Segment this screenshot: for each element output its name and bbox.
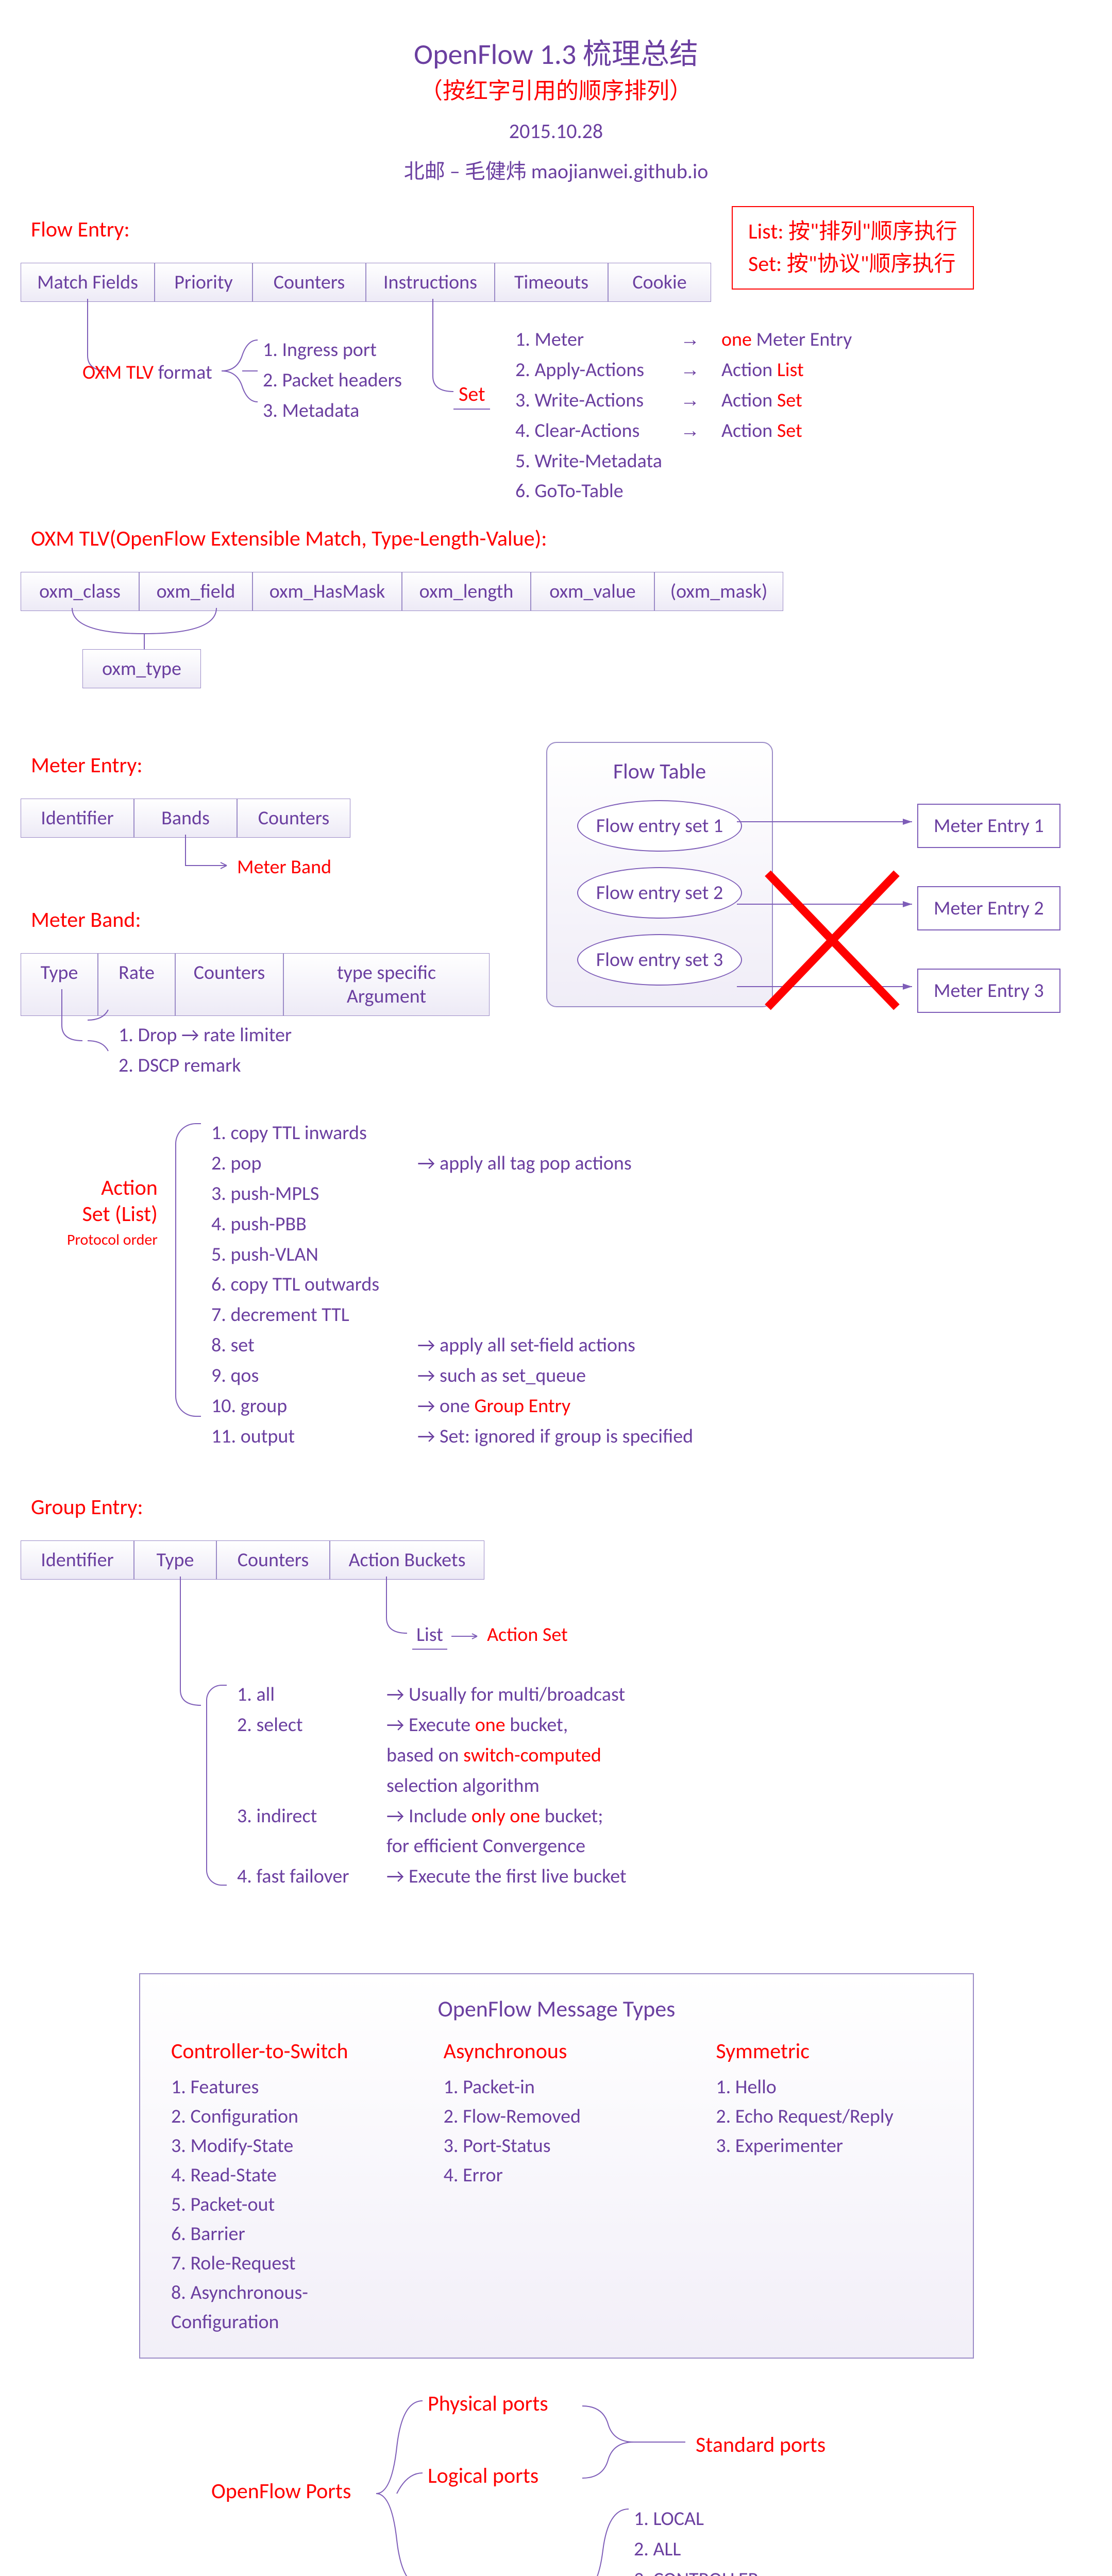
me-bands: Bands bbox=[134, 799, 237, 838]
cell-match-fields: Match Fields bbox=[21, 263, 155, 302]
ports-root: OpenFlow Ports bbox=[211, 2478, 351, 2504]
ingress-1: 2. Packet headers bbox=[263, 365, 402, 396]
action-set-list: 1. copy TTL inwards2. pop→ apply all tag… bbox=[211, 1118, 693, 1452]
cell-priority: Priority bbox=[155, 263, 252, 302]
flow-entry-label: Flow Entry: bbox=[31, 216, 130, 243]
ports-logical: Logical ports bbox=[428, 2463, 538, 2489]
ge-list-label: List Action Set bbox=[412, 1623, 568, 1647]
flow-set-1: Flow entry set 1 bbox=[577, 800, 742, 852]
oxm-tlv-label: OXM TLV(OpenFlow Extensible Match, Type-… bbox=[31, 526, 547, 552]
me-identifier: Identifier bbox=[21, 799, 134, 838]
cell-instructions: Instructions bbox=[366, 263, 495, 302]
ge-type: Type bbox=[134, 1540, 216, 1580]
me-counters: Counters bbox=[237, 799, 350, 838]
ingress-list: 1. Ingress port 2. Packet headers 3. Met… bbox=[263, 335, 402, 426]
msg-cols: Controller-to-Switch1. Features2. Config… bbox=[171, 2038, 942, 2337]
page-subtitle: （按红字引用的顺序排列） bbox=[0, 72, 1112, 105]
legend-list: List: 按"排列"顺序执行 bbox=[748, 215, 957, 248]
mb-types-list: 1. Drop → rate limiter 2. DSCP remark bbox=[119, 1020, 292, 1081]
oxm-hasmask: oxm_HasMask bbox=[252, 572, 402, 611]
meter-entry-2: Meter Entry 2 bbox=[917, 886, 1060, 930]
flow-set-2: Flow entry set 2 bbox=[577, 867, 742, 919]
mb-counters: Counters bbox=[175, 953, 283, 1016]
ge-types-bracket bbox=[206, 1685, 227, 1886]
meter-entry-row: Identifier Bands Counters bbox=[21, 799, 350, 838]
mb-arg: type specific Argument bbox=[283, 953, 490, 1016]
ge-identifier: Identifier bbox=[21, 1540, 134, 1580]
legend-set: Set: 按"协议"顺序执行 bbox=[748, 248, 957, 280]
flow-table-title: Flow Table bbox=[568, 758, 751, 785]
oxm-type: oxm_type bbox=[82, 649, 201, 688]
instructions-list: 1. Meter→one Meter Entry2. Apply-Actions… bbox=[515, 325, 852, 506]
flow-set-3: Flow entry set 3 bbox=[577, 934, 742, 986]
mb-t0: 1. Drop → rate limiter bbox=[119, 1020, 292, 1050]
meter-entry-3: Meter Entry 3 bbox=[917, 969, 1060, 1013]
meter-band-row: Type Rate Counters type specific Argumen… bbox=[21, 953, 490, 1016]
meterband-label: Meter Band bbox=[237, 855, 331, 879]
reserved-ports-list: 1. LOCAL2. ALL3. CONTROLLER4. TABLE5. IN… bbox=[634, 2504, 759, 2576]
oxm-value: oxm_value bbox=[531, 572, 654, 611]
group-entry-label: Group Entry: bbox=[31, 1494, 143, 1520]
mb-type: Type bbox=[21, 953, 98, 1016]
meter-entry-label: Meter Entry: bbox=[31, 752, 143, 778]
ge-counters: Counters bbox=[216, 1540, 330, 1580]
cell-timeouts: Timeouts bbox=[495, 263, 608, 302]
meter-entry-1: Meter Entry 1 bbox=[917, 804, 1060, 848]
msg-types-box: OpenFlow Message Types Controller-to-Swi… bbox=[139, 1973, 974, 2359]
ingress-2: 3. Metadata bbox=[263, 396, 402, 426]
ports-standard: Standard ports bbox=[696, 2432, 825, 2458]
ports-physical: Physical ports bbox=[428, 2391, 548, 2417]
oxm-row: oxm_class oxm_field oxm_HasMask oxm_leng… bbox=[21, 572, 783, 611]
oxm-length: oxm_length bbox=[402, 572, 531, 611]
page-author: 北邮 – 毛健炜 maojianwei.github.io bbox=[0, 155, 1112, 184]
legend-box: List: 按"排列"顺序执行 Set: 按"协议"顺序执行 bbox=[732, 206, 974, 290]
oxm-field: oxm_field bbox=[139, 572, 252, 611]
page-title: OpenFlow 1.3 梳理总结 bbox=[0, 31, 1112, 73]
group-entry-row: Identifier Type Counters Action Buckets bbox=[21, 1540, 484, 1580]
mb-t1: 2. DSCP remark bbox=[119, 1050, 292, 1081]
cell-cookie: Cookie bbox=[608, 263, 711, 302]
ge-buckets: Action Buckets bbox=[330, 1540, 484, 1580]
flow-table-box: Flow Table Flow entry set 1 Flow entry s… bbox=[546, 742, 773, 1007]
cell-counters: Counters bbox=[252, 263, 366, 302]
oxm-format-label: OXM TLV format bbox=[82, 361, 212, 384]
oxm-mask: (oxm_mask) bbox=[654, 572, 783, 611]
mb-rate: Rate bbox=[98, 953, 175, 1016]
ingress-0: 1. Ingress port bbox=[263, 335, 402, 365]
meter-band-label: Meter Band: bbox=[31, 907, 141, 933]
action-bracket bbox=[175, 1123, 201, 1417]
set-underline: Set bbox=[453, 381, 490, 406]
oxm-class: oxm_class bbox=[21, 572, 139, 611]
action-set-label: Action Set (List) Protocol order bbox=[67, 1175, 158, 1249]
msg-title: OpenFlow Message Types bbox=[171, 1995, 942, 2023]
page-date: 2015.10.28 bbox=[0, 118, 1112, 144]
flow-entry-row: Match Fields Priority Counters Instructi… bbox=[21, 263, 711, 302]
ge-types-list: 1. all→ Usually for multi/broadcast2. se… bbox=[237, 1680, 627, 1892]
